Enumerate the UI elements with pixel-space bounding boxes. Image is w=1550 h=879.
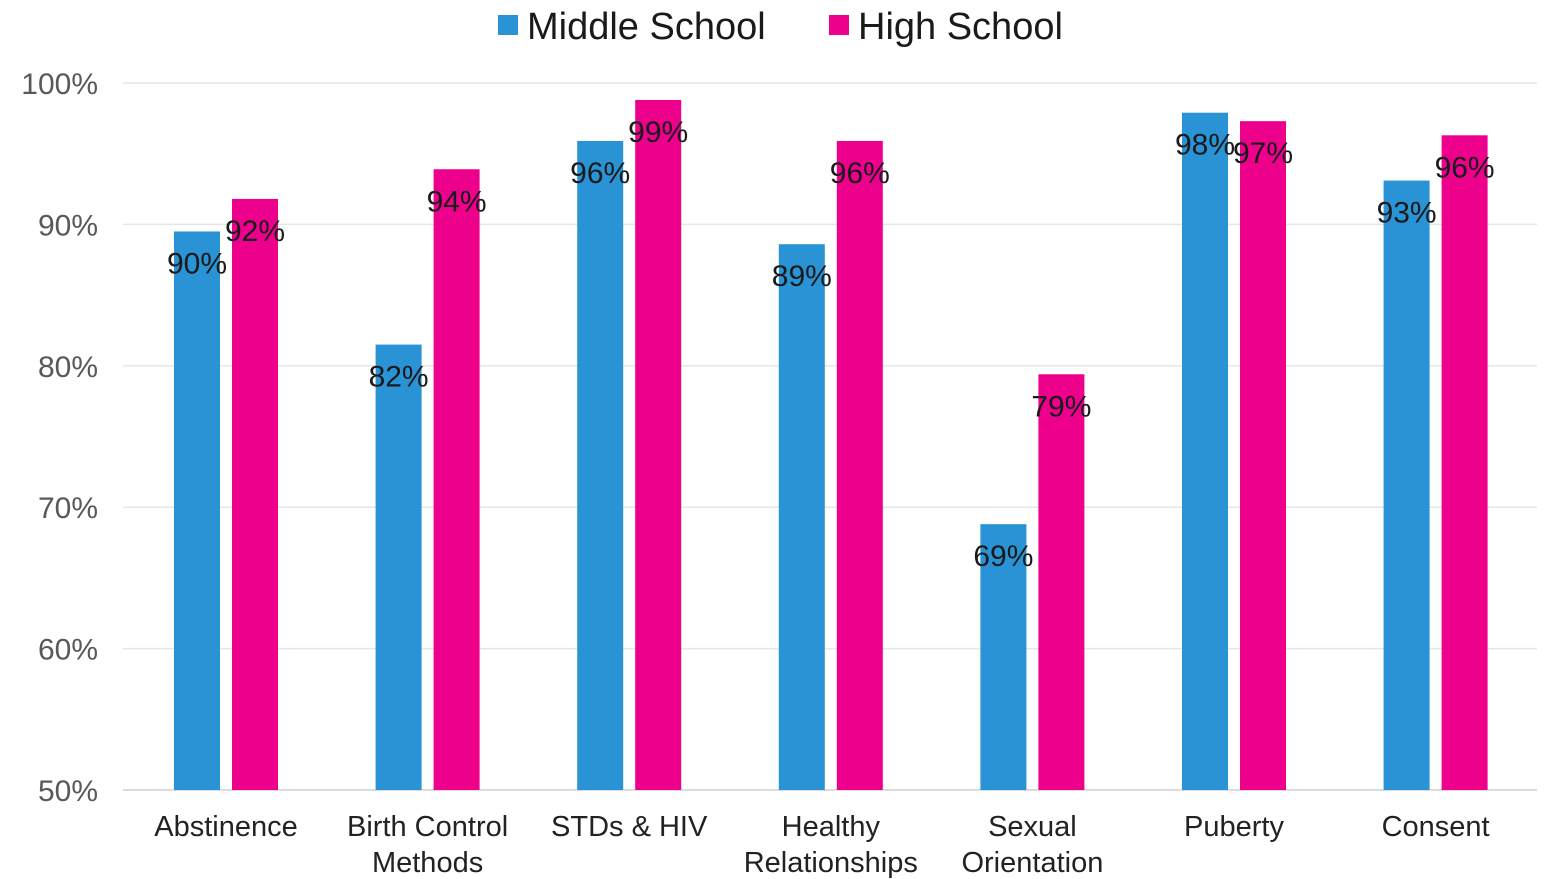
legend-swatch bbox=[829, 15, 849, 35]
bar-middle-school bbox=[980, 524, 1027, 790]
data-label: 93% bbox=[1377, 197, 1437, 230]
bar-middle-school bbox=[174, 231, 220, 791]
bar-middle-school bbox=[375, 344, 422, 790]
bar-high-school bbox=[232, 198, 278, 790]
bar-middle-school bbox=[577, 140, 624, 790]
category-label: STDs & HIV bbox=[551, 811, 708, 843]
data-label: 94% bbox=[427, 185, 487, 218]
x-axis: Abstinence Birth Control Methods STDs & HIV… bbox=[154, 811, 1489, 879]
legend-swatch bbox=[498, 15, 518, 35]
bar-high-school bbox=[1240, 121, 1286, 791]
category-label: Sexual Orientation bbox=[961, 811, 1103, 879]
bars bbox=[174, 99, 1488, 791]
y-axis: 50% 60% 70% 80% 90% 100% bbox=[21, 68, 98, 808]
data-label: 96% bbox=[830, 157, 890, 190]
data-labels: 90%92% 82% 94% 96% 99% 89% 96% 69% 79% 98%97% 93% 9… bbox=[167, 116, 1495, 573]
y-tick-label: 50% bbox=[38, 775, 98, 808]
data-label: 82% bbox=[369, 361, 429, 394]
y-tick-label: 60% bbox=[38, 634, 98, 667]
bar-high-school bbox=[433, 169, 480, 790]
category-label: Puberty bbox=[1184, 811, 1284, 843]
legend-label: High School bbox=[858, 6, 1063, 48]
bar-high-school bbox=[635, 99, 682, 790]
y-tick-label: 70% bbox=[38, 492, 98, 525]
bar-high-school bbox=[1038, 374, 1085, 790]
data-label: 89% bbox=[772, 260, 832, 293]
data-label: 98% bbox=[1175, 129, 1235, 162]
data-label: 79% bbox=[1031, 390, 1091, 423]
data-label: 96% bbox=[1435, 151, 1495, 184]
bar-middle-school bbox=[1383, 180, 1430, 791]
data-label: 97% bbox=[1233, 137, 1293, 170]
data-label: 92% bbox=[225, 215, 285, 248]
category-label: Birth Control Methods bbox=[347, 811, 508, 879]
bar-middle-school bbox=[1182, 112, 1228, 791]
data-label: 99% bbox=[628, 116, 688, 149]
category-label: Consent bbox=[1382, 811, 1490, 843]
bar-high-school bbox=[1441, 135, 1488, 790]
y-tick-label: 90% bbox=[38, 209, 98, 242]
legend: Middle School High School bbox=[498, 6, 1063, 48]
legend-label: Middle School bbox=[527, 6, 766, 48]
data-label: 90% bbox=[167, 247, 227, 280]
y-tick-label: 100% bbox=[21, 68, 98, 101]
category-label: Healthy Relationships bbox=[744, 811, 918, 879]
data-label: 96% bbox=[570, 157, 630, 190]
bar-high-school bbox=[836, 140, 883, 790]
category-label: Abstinence bbox=[154, 811, 298, 843]
data-label: 69% bbox=[973, 540, 1033, 573]
gridlines bbox=[123, 82, 1537, 791]
bar-middle-school bbox=[778, 244, 825, 791]
y-tick-label: 80% bbox=[38, 351, 98, 384]
